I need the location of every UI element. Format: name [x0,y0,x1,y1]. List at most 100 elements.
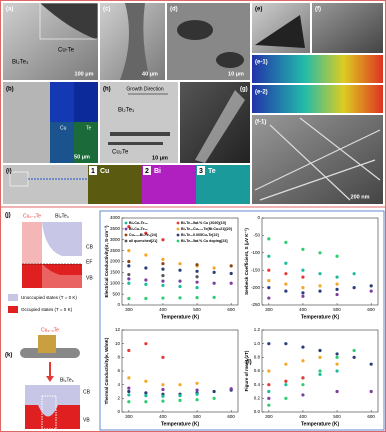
data-point [144,296,148,301]
scale-bar: 10 μm [228,71,244,77]
legend-marker [124,227,128,231]
data-point [267,389,271,394]
material-label: Bi₂Te₃ [60,377,74,383]
data-point [352,286,356,290]
material-label: Bi₂Te₃ [55,213,69,219]
data-point [301,383,305,387]
legend-marker [124,221,128,225]
panel-label: (a) [6,7,13,13]
y-tick-label: 4000 [110,215,121,220]
legend-marker [176,221,180,225]
data-point [301,376,305,380]
scale-bar: 100 μm [75,71,94,77]
y-tick-label: 0.0 [254,409,261,414]
data-point [178,284,182,289]
map-badge [89,166,97,175]
data-point [161,394,165,398]
data-point [335,282,339,286]
data-point [127,264,131,268]
data-point [127,386,131,390]
data-point [301,393,305,397]
data-point [178,296,182,300]
data-point [229,264,233,268]
data-point [195,269,199,273]
panel-label: (f) [315,7,321,13]
phase-label: Cu₂Te [112,150,129,156]
data-point [195,388,199,392]
data-point [161,279,165,283]
x-tick-label: 400 [299,414,307,419]
legend-label: Occupied states (T = 0 K) [21,307,73,312]
legend-label: Bi₂Te₃-5at.% Cu doping[23] [181,239,228,243]
data-point [267,296,271,300]
panel-label: (k) [5,353,12,359]
data-point [267,254,271,258]
y-tick-label: 0.6 [254,368,261,373]
y-tick-label: 6 [117,368,120,373]
x-tick-label: 400 [159,307,167,312]
data-point [144,282,148,286]
y-tick-label: 10 [115,341,121,346]
x-tick-label: 300 [125,307,133,312]
legend-label: Bi₂Te₃-5at.% Cu (2020)[19] [181,221,226,225]
data-point [352,348,356,353]
data-point [212,389,216,394]
y-tick-label: 2 [117,396,120,401]
panel-g: (g) [180,82,250,163]
data-point [318,284,322,288]
scale-bar: 40 μm [142,71,158,77]
data-point [301,359,305,363]
direction-label: Growth Direction [126,86,163,92]
data-point [318,372,322,377]
x-axis-label: Temperature (K) [301,314,340,320]
panel-i: (i) 1 Cu 2 Bi 3 Te [3,165,250,204]
data-point [335,287,339,291]
element-label: Te [86,125,92,131]
panel-label: (d) [170,7,178,13]
data-point [229,387,233,391]
x-tick-label: 600 [227,414,235,419]
panel-k: (k) Cu₂₋ₓTe Bi₂Te₃ CB VB [5,327,91,430]
panel-j: (j) Cu₂₋ₓTe Bi₂Te₃ CB EF VB Unoccupied s… [5,213,94,313]
data-point [161,283,165,288]
legend-label: all quenched[21] [129,239,157,243]
panel-label: (f-1) [255,120,266,126]
scale-bar: 200 nm [351,194,370,200]
x-tick-label: 400 [299,307,307,312]
legend-label: Bi₂Cu₃Te₁₈ [129,227,148,231]
data-point [335,362,339,366]
data-point [267,396,271,400]
data-point [144,342,148,346]
panel-f1: (f-1) 200 nm [252,115,383,204]
data-point [369,284,373,288]
y-tick-label: 0 [257,215,260,220]
data-point [144,400,148,404]
band-label: EF [86,259,92,265]
data-point [161,267,165,271]
data-point [161,274,165,278]
data-point [178,383,182,387]
band-label: CB [83,389,91,395]
panel-e-maps: (e-1) (e-2) [252,55,383,113]
data-point [195,275,199,279]
panel-label: (j) [5,213,11,219]
x-tick-label: 500 [193,414,201,419]
data-point [318,272,322,276]
data-point [284,383,288,387]
band-label: CB [86,244,94,250]
y-tick-label: 2500 [110,248,121,253]
panel-label: (h) [103,87,111,93]
data-point [127,393,131,397]
data-point [301,286,305,290]
map-badge [143,166,151,175]
data-point [229,271,233,276]
data-point [195,286,199,290]
data-point [335,254,339,258]
panel-label: (i) [6,169,12,175]
data-point [127,376,131,380]
data-point [318,289,322,293]
data-point [335,389,339,394]
data-point [161,296,165,300]
panel-b: (b) Cu Te 50 μm [3,82,98,163]
panel-label: (b) [6,87,14,93]
